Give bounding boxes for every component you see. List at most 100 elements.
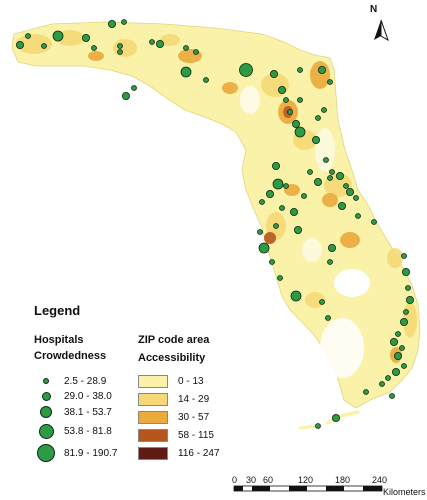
zip-swatch xyxy=(138,392,168,406)
zip-legend-title: ZIP code area xyxy=(138,334,210,346)
hospital-marker xyxy=(331,413,340,422)
hospital-marker xyxy=(277,275,283,281)
hospital-marker xyxy=(117,43,123,49)
hospital-marker xyxy=(401,363,407,369)
hospital-marker xyxy=(15,41,24,50)
hospital-marker xyxy=(290,290,302,302)
hospital-marker xyxy=(257,229,263,235)
hospital-marker xyxy=(203,77,209,83)
legend-title: Legend xyxy=(34,303,81,318)
hospital-marker xyxy=(283,183,289,189)
hospital-marker xyxy=(294,126,306,138)
hospital-marker xyxy=(345,187,354,196)
zip-swatch xyxy=(138,410,168,424)
hospital-marker xyxy=(353,195,359,201)
hospital-marker xyxy=(82,34,91,43)
zip-class-label: 30 - 57 xyxy=(178,411,210,423)
hospital-marker xyxy=(269,259,275,265)
hospital-symbol-icon xyxy=(40,406,52,418)
hospital-marker xyxy=(180,66,192,78)
hospital-marker xyxy=(405,285,411,291)
hospital-marker xyxy=(389,393,395,399)
hospital-markers xyxy=(15,19,414,429)
scale-tick-label: 30 xyxy=(246,475,257,485)
hospital-marker xyxy=(403,309,409,315)
hospital-marker xyxy=(272,178,284,190)
hospital-marker xyxy=(379,381,385,387)
hospital-marker xyxy=(193,49,199,55)
hospital-marker xyxy=(307,169,313,175)
hospital-legend-row: 81.9 - 190.7 xyxy=(34,444,118,462)
scale-unit-label: Kilometers xyxy=(383,487,426,497)
hospital-marker xyxy=(289,207,298,216)
zip-class-label: 116 - 247 xyxy=(178,447,220,459)
hospitals-legend-subtitle: Crowdedness xyxy=(34,350,107,362)
hospital-marker xyxy=(401,253,407,259)
hospital-marker xyxy=(265,189,274,198)
scale-bar xyxy=(233,485,383,492)
hospital-marker xyxy=(283,97,289,103)
hospital-marker xyxy=(52,30,64,42)
hospital-symbol-icon xyxy=(38,423,54,439)
scale-tick-label: 180 xyxy=(335,475,351,485)
hospital-marker xyxy=(371,219,377,225)
hospital-class-label: 81.9 - 190.7 xyxy=(64,447,118,459)
hospital-marker xyxy=(297,67,303,73)
hospital-marker xyxy=(121,19,127,25)
zip-legend-row: 0 - 13 xyxy=(138,374,204,388)
hospital-marker xyxy=(25,33,31,39)
scale-tick-label: 240 xyxy=(372,475,388,485)
north-label: N xyxy=(370,4,378,15)
hospital-symbol-icon xyxy=(43,378,49,384)
scale-tick-label: 0 xyxy=(232,475,238,485)
hospital-marker xyxy=(389,337,398,346)
hospital-symbol-icon xyxy=(41,391,51,401)
hospital-marker xyxy=(287,109,293,115)
hospital-class-label: 53.8 - 81.8 xyxy=(64,425,112,437)
hospital-marker xyxy=(355,213,361,219)
hospital-marker xyxy=(399,317,408,326)
hospital-marker xyxy=(155,40,164,49)
zip-legend-subtitle: Accessibility xyxy=(138,352,206,364)
hospital-marker xyxy=(317,66,326,75)
hospital-legend-row: 2.5 - 28.9 xyxy=(34,374,106,388)
hospital-marker xyxy=(183,45,189,51)
hospital-marker xyxy=(327,243,336,252)
hospital-marker xyxy=(363,389,369,395)
hospital-marker xyxy=(321,107,327,113)
hospital-marker xyxy=(325,315,331,321)
zip-legend-row: 58 - 115 xyxy=(138,428,214,442)
hospital-marker xyxy=(385,375,391,381)
hospital-marker xyxy=(401,267,410,276)
hospital-legend-row: 29.0 - 38.0 xyxy=(34,389,112,403)
zip-legend-row: 30 - 57 xyxy=(138,410,209,424)
hospital-marker xyxy=(327,79,333,85)
hospital-symbol-icon xyxy=(37,444,55,462)
hospital-marker xyxy=(271,161,280,170)
hospital-marker xyxy=(343,183,349,189)
hospital-marker xyxy=(297,97,303,103)
hospital-marker xyxy=(337,201,346,210)
hospital-marker xyxy=(335,171,344,180)
hospital-marker xyxy=(327,259,333,265)
hospital-marker xyxy=(239,63,253,77)
hospital-marker xyxy=(269,70,278,79)
hospital-marker xyxy=(315,423,321,429)
zip-swatch xyxy=(138,446,168,460)
florida-zip-areas xyxy=(11,21,421,430)
hospital-marker xyxy=(131,85,137,91)
zip-legend-row: 14 - 29 xyxy=(138,392,209,406)
hospital-class-label: 29.0 - 38.0 xyxy=(64,390,112,402)
hospital-marker xyxy=(279,205,285,211)
hospital-marker xyxy=(393,351,402,360)
hospital-class-label: 2.5 - 28.9 xyxy=(64,375,107,387)
hospital-marker xyxy=(291,120,300,129)
north-arrow-icon xyxy=(374,19,389,42)
hospital-marker xyxy=(329,169,335,175)
scale-tick-label: 60 xyxy=(263,475,274,485)
hospital-marker xyxy=(149,39,155,45)
zip-swatch xyxy=(138,428,168,442)
hospital-class-label: 38.1 - 53.7 xyxy=(64,406,112,418)
zip-class-label: 14 - 29 xyxy=(178,393,210,405)
